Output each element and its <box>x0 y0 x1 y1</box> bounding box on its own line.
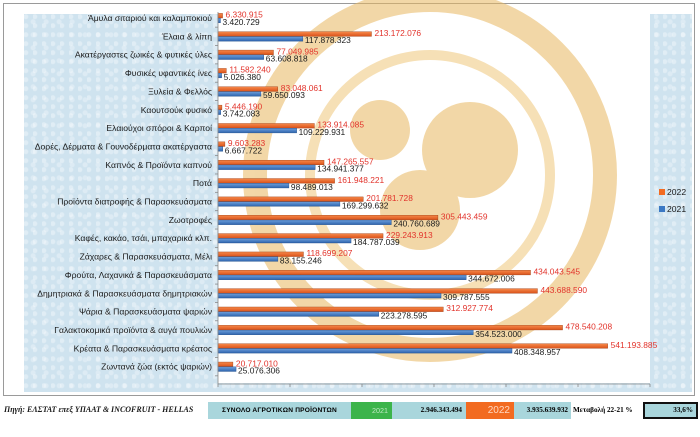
footer: Πηγή: ΕΛΣΤΑΤ επεξ ΥΠΑΑΤ & INCOFRUIT - HE… <box>0 400 700 430</box>
data-label-2022: 478.540.208 <box>566 322 613 332</box>
bar-2021 <box>218 37 303 42</box>
bar-2021 <box>218 367 236 372</box>
data-label-2021: 184.787.039 <box>353 237 400 247</box>
category-label: Δημητριακά & Παρασκευάσματα δημητριακών <box>37 288 212 298</box>
bar-2021 <box>218 330 473 335</box>
data-label-2021: 3.742.083 <box>223 109 261 119</box>
data-label-2021: 240.760.689 <box>393 219 440 229</box>
total-label: ΣΥΝΟΛΟ ΑΓΡΟΤΙΚΩΝ ΠΡΟΪΟΝΤΩΝ <box>208 402 351 419</box>
data-label-2021: 109.229.931 <box>299 127 346 137</box>
year-2021-badge: 2021 <box>351 402 392 419</box>
category-label: Ζάχαρες & Παρασκευάσματα, Μέλι <box>80 252 212 262</box>
category-label: Ζωντανά ζώα (εκτός ψαριών) <box>101 362 212 372</box>
data-label-2021: 223.278.595 <box>381 310 428 320</box>
category-label: Καπνός & Προϊόντα καπνού <box>105 160 212 170</box>
category-label: Ψάρια & Παρασκευάσματα ψαριών <box>79 307 212 317</box>
category-label: Ακατέργαστες ζωικές & φυτικές ύλες <box>75 50 212 60</box>
category-label: Έλαια & λίπη <box>161 31 212 41</box>
category-label: Ελαιούχοι σπόροι & Καρποί <box>106 123 212 133</box>
total-2022: 3.935.639.932 <box>514 402 571 419</box>
data-label-2021: 117.878.323 <box>305 35 351 45</box>
bar-2021 <box>218 220 391 225</box>
data-label-2021: 169.299.632 <box>342 200 389 210</box>
bar-2021 <box>218 55 264 60</box>
bar-2021 <box>218 257 278 262</box>
total-2021: 2.946.343.494 <box>392 402 466 419</box>
bar-2021 <box>218 349 512 354</box>
bar-2021 <box>218 275 466 280</box>
data-label-2021: 5.026.380 <box>224 72 262 82</box>
category-label: Ξυλεία & Φελλός <box>148 86 212 96</box>
data-label-2021: 83.155.246 <box>280 255 322 265</box>
bar-2021 <box>218 92 261 97</box>
data-label-2022: 213.172.076 <box>374 28 421 38</box>
bar-2021 <box>218 147 223 152</box>
category-label: Κρέατα & Παρασκευάσματα κρέατος <box>74 343 212 353</box>
category-label: Προϊόντα διατροφής & Παρασκευάσματα <box>57 197 212 207</box>
data-label-2022: 443.688.590 <box>540 285 587 295</box>
category-label: Φρούτα, Λαχανικά & Παρασκευάσματα <box>65 270 212 280</box>
bar-2022 <box>218 105 222 110</box>
bar-2022 <box>218 362 233 367</box>
source-note: Πηγή: ΕΛΣΤΑΤ επεξ ΥΠΑΑΤ & INCOFRUIT - HE… <box>4 405 193 414</box>
legend-swatch-2021 <box>659 206 665 212</box>
data-label-2021: 134.941.377 <box>317 164 364 174</box>
change-label: Μεταβολή 22-21 % <box>573 402 643 419</box>
data-label-2021: 344.672.006 <box>468 274 515 284</box>
bar-2021 <box>218 73 222 78</box>
category-label: Καουτσούκ φυσικό <box>141 105 212 115</box>
bar-2021 <box>218 165 315 170</box>
category-label: Φυσικές υφαντικές ίνες <box>125 68 212 78</box>
data-label-2022: 312.927.774 <box>446 303 493 313</box>
legend-label-2021: 2021 <box>667 204 686 214</box>
bar-2021 <box>218 238 351 243</box>
data-label-2021: 408.348.957 <box>514 347 561 357</box>
data-label-2021: 63.608.818 <box>266 54 308 64</box>
change-value: 33,6% <box>643 402 698 419</box>
data-label-2021: 25.076.306 <box>238 365 280 375</box>
data-label-2022: 434.043.545 <box>534 267 581 277</box>
data-label-2022: 541.193.885 <box>611 340 658 350</box>
bar-2021 <box>218 293 441 298</box>
category-label: Καφές, κακάο, τσάι, μπαχαρικά κλπ. <box>75 233 212 243</box>
bar-2021 <box>218 202 340 207</box>
bar-chart: Άμυλα σιταριού και καλαμποκιού 6.330.9153… <box>0 0 700 400</box>
bar-2021 <box>218 110 221 115</box>
data-label-2021: 354.523.000 <box>475 329 522 339</box>
legend-swatch-2022 <box>659 189 665 195</box>
bar-2021 <box>218 312 379 317</box>
category-label: Γαλακτοκομικά προϊόντα & αυγά πουλιών <box>54 325 212 335</box>
year-2022-badge: 2022 <box>466 402 514 419</box>
data-label-2021: 3.420.729 <box>222 17 260 27</box>
bar-2022 <box>218 160 324 165</box>
bar-2021 <box>218 183 289 188</box>
category-label: Άμυλα σιταριού και καλαμποκιού <box>88 13 212 23</box>
data-label-2021: 59.650.093 <box>263 90 305 100</box>
data-label-2022: 305.443.459 <box>441 211 488 221</box>
category-label: Δορές, Δέρματα & Γουνοδέρματα ακατέργαστ… <box>35 141 212 151</box>
data-label-2022: 161.948.221 <box>338 175 385 185</box>
category-label: Ζωοτροφές <box>169 215 212 225</box>
data-label-2021: 6.667.722 <box>225 145 263 155</box>
data-label-2021: 309.787.555 <box>443 292 490 302</box>
data-label-2021: 98.489.013 <box>291 182 333 192</box>
bar-2021 <box>218 128 297 133</box>
legend-label-2022: 2022 <box>667 187 686 197</box>
category-label: Ποτά <box>193 178 212 188</box>
